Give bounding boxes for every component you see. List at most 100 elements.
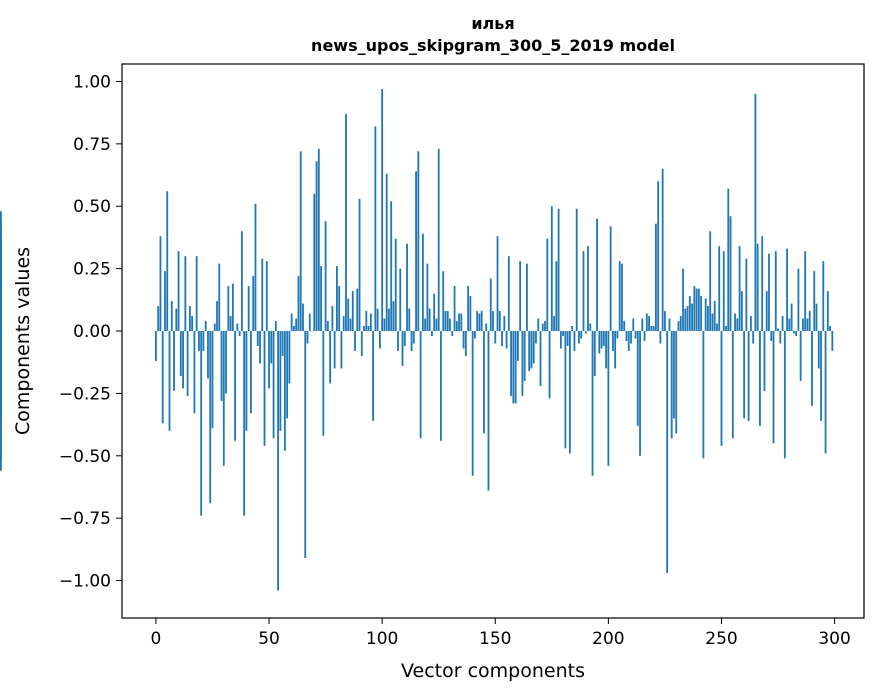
bar-component-148 (489, 278, 492, 332)
y-tick-label: −0.50 (59, 447, 111, 467)
bar-component-72 (317, 148, 320, 332)
bar-component-182 (566, 331, 569, 346)
bar-component-149 (492, 311, 494, 332)
bar-component-296 (824, 331, 827, 454)
bar-component-204 (616, 331, 619, 339)
bar-component-145 (483, 331, 485, 434)
bar-component-255 (731, 331, 734, 439)
y-axis-label: Components values (12, 247, 34, 435)
bar-component-17 (193, 331, 196, 414)
bar-component-163 (523, 331, 526, 381)
bar-component-37 (238, 331, 241, 337)
bar-component-104 (390, 201, 393, 332)
bar-component-84 (345, 113, 347, 332)
bar-component-241 (700, 296, 703, 332)
bar-component-62 (295, 318, 298, 332)
bar-component-38 (240, 231, 243, 332)
bar-component-93 (365, 311, 368, 332)
bar-component-50 (268, 331, 270, 389)
bar-component-176 (553, 316, 555, 332)
y-tick-label: −1.00 (59, 572, 111, 592)
bar-component-146 (485, 323, 488, 332)
bar-component-280 (788, 318, 791, 332)
bar-component-32 (227, 286, 230, 332)
bar-component-185 (573, 331, 576, 351)
bar-component-232 (679, 316, 682, 332)
bar-component-206 (621, 263, 623, 332)
bar-component-9 (175, 308, 178, 332)
bar-component-284 (797, 268, 800, 332)
bar-component-221 (654, 223, 657, 332)
bar-component-275 (777, 328, 779, 332)
bar-component-290 (811, 331, 813, 406)
bar-component-24 (209, 331, 212, 504)
bar-component-299 (831, 331, 834, 351)
bar-component-56 (281, 331, 284, 356)
bar-component-295 (822, 261, 825, 332)
bar-component-143 (478, 313, 481, 332)
bar-component-113 (410, 331, 413, 351)
bar-component-175 (550, 206, 553, 332)
bar-component-214 (639, 331, 641, 456)
bar-component-68 (308, 313, 311, 332)
bar-component-286 (802, 318, 804, 332)
bar-component-117 (419, 331, 422, 439)
bar-component-169 (537, 318, 540, 332)
bar-component-236 (688, 296, 691, 332)
bar-component-undefined (0, 331, 2, 379)
bar-component-219 (650, 326, 653, 332)
bar-component-228 (670, 331, 673, 439)
bar-component-94 (367, 326, 370, 332)
bar-component-244 (707, 306, 709, 332)
bar-component-288 (806, 318, 809, 332)
bar-component-158 (512, 331, 515, 404)
bar-component-245 (709, 231, 712, 332)
bar-component-28 (218, 263, 221, 332)
bar-component-147 (487, 331, 490, 491)
bar-component-171 (541, 323, 544, 332)
bar-component-251 (722, 251, 725, 332)
bar-component-252 (725, 326, 727, 332)
bar-component-190 (584, 331, 587, 334)
bar-component-250 (720, 331, 723, 446)
bar-component-297 (826, 291, 829, 332)
bar-component-129 (446, 311, 449, 332)
bar-component-114 (412, 331, 415, 344)
bar-component-186 (575, 208, 578, 332)
bar-component-173 (546, 238, 549, 332)
bar-component-134 (458, 313, 460, 332)
bar-component-226 (666, 331, 669, 574)
bar-component-222 (657, 181, 660, 332)
bar-component-14 (186, 331, 189, 396)
bar-component-231 (677, 321, 680, 332)
bar-component-48 (263, 331, 266, 446)
bar-component-289 (808, 311, 811, 332)
x-tick-label: 200 (592, 629, 624, 649)
bar-component-240 (697, 288, 700, 332)
bar-component-285 (799, 331, 802, 381)
bar-component-58 (286, 331, 289, 419)
bar-component-211 (632, 318, 635, 332)
bar-component-137 (464, 331, 467, 356)
bar-component-217 (645, 313, 648, 332)
bar-component-96 (372, 331, 375, 421)
bar-component-263 (749, 316, 752, 332)
x-tick-label: 300 (818, 629, 850, 649)
bar-component-119 (424, 318, 427, 332)
bar-component-197 (600, 331, 603, 349)
bar-component-191 (587, 246, 589, 332)
bar-component-199 (605, 331, 608, 369)
bar-component-103 (388, 308, 390, 332)
bar-component-179 (559, 331, 562, 349)
x-axis-label: Vector components (401, 660, 585, 682)
bar-component-279 (786, 248, 788, 332)
bar-component-73 (320, 266, 322, 332)
bar-component-95 (369, 313, 372, 332)
bar-component-192 (589, 323, 592, 332)
bar-component-5 (166, 191, 169, 332)
bar-component-11 (179, 331, 182, 376)
bar-component-160 (516, 331, 519, 361)
bar-component-136 (462, 331, 465, 349)
bar-component-80 (336, 266, 338, 332)
bar-component-127 (442, 271, 445, 332)
